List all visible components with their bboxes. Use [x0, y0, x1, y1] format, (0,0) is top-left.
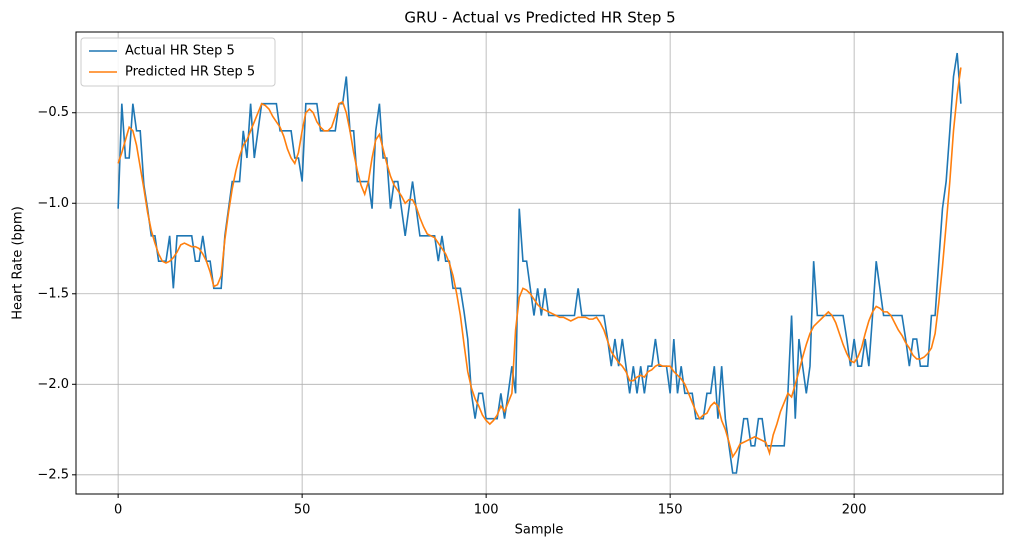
y-tick-label: −1.5 [37, 286, 69, 301]
plot-frame [75, 31, 1004, 495]
y-tick-label: −0.5 [37, 105, 69, 120]
x-tick-label: 0 [114, 503, 122, 518]
legend-box [80, 37, 276, 87]
data-line [117, 67, 962, 459]
x-tick-label: 150 [658, 503, 683, 518]
x-axis-label: Sample [515, 523, 564, 538]
plot-frame [75, 31, 1004, 495]
y-tick-label: −2.0 [37, 377, 69, 392]
y-tick-label: −1.0 [37, 196, 69, 211]
y-tick-label: −2.5 [37, 467, 69, 482]
y-axis-label: Heart Rate (bpm) [11, 206, 26, 320]
x-tick-label: 200 [842, 503, 867, 518]
x-tick-label: 100 [474, 503, 499, 518]
legend-label: Predicted HR Step 5 [125, 65, 255, 80]
data-line [117, 52, 962, 474]
legend-label: Actual HR Step 5 [125, 44, 235, 59]
chart-title: GRU - Actual vs Predicted HR Step 5 [404, 9, 675, 27]
x-tick-label: 50 [294, 503, 311, 518]
